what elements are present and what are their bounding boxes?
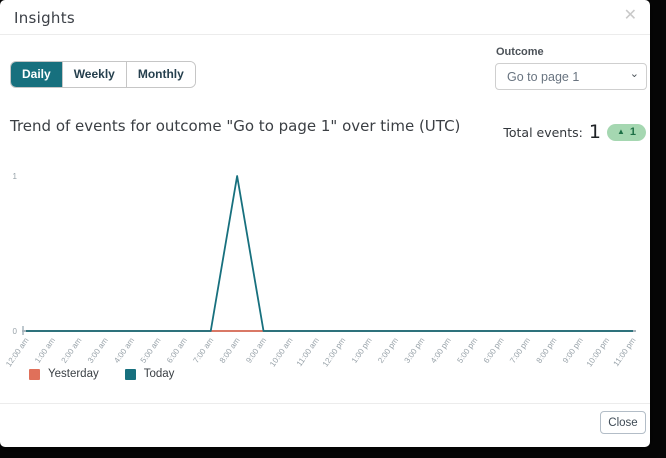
x-tick-label: 12:00 pm xyxy=(321,336,348,369)
today-swatch-icon xyxy=(124,368,136,380)
insights-modal: Insights ✕ Daily Weekly Monthly Outcome … xyxy=(0,0,650,447)
x-tick-label: 10:00 am xyxy=(268,336,295,369)
x-tick-label: 9:00 am xyxy=(244,336,268,365)
close-button[interactable]: Close xyxy=(600,411,646,434)
yesterday-swatch-icon xyxy=(29,368,40,380)
delta-value: 1 xyxy=(629,125,636,138)
x-tick-label: 5:00 am xyxy=(139,336,163,365)
x-tick-label: 8:00 am xyxy=(218,336,242,365)
x-tick-label: 10:00 pm xyxy=(585,336,612,369)
footer-divider xyxy=(0,403,650,404)
x-tick-label: 6:00 pm xyxy=(482,336,506,365)
chart-title: Trend of events for outcome "Go to page … xyxy=(10,117,461,135)
chart-legend: Yesterday Today xyxy=(29,368,174,380)
y-tick-label: 0 xyxy=(13,327,18,336)
tab-daily[interactable]: Daily xyxy=(11,62,62,87)
outcome-label: Outcome xyxy=(496,46,544,58)
legend-item-yesterday: Yesterday xyxy=(29,368,99,380)
x-tick-label: 2:00 pm xyxy=(376,336,400,365)
x-tick-label: 4:00 pm xyxy=(429,336,453,365)
x-tick-label: 2:00 am xyxy=(59,336,83,365)
arrow-up-icon: ▲ xyxy=(616,127,625,136)
x-tick-label: 8:00 pm xyxy=(535,336,559,365)
x-tick-label: 11:00 am xyxy=(295,336,321,368)
total-events-value: 1 xyxy=(588,121,601,143)
legend-label: Yesterday xyxy=(48,368,99,380)
legend-item-today: Today xyxy=(124,368,175,380)
x-tick-label: 7:00 am xyxy=(191,336,215,365)
x-tick-label: 12:00 am xyxy=(4,336,31,369)
today-line xyxy=(26,175,633,332)
x-tick-label: 9:00 pm xyxy=(561,336,585,365)
delta-badge: ▲ 1 xyxy=(606,123,646,141)
x-tick-label: 3:00 am xyxy=(86,336,110,365)
tab-weekly[interactable]: Weekly xyxy=(61,62,126,87)
close-icon[interactable]: ✕ xyxy=(623,7,637,24)
y-tick-label: 1 xyxy=(13,172,18,181)
trend-chart: 0 1 12:00 am 1:00 am 2:00 am 3:00 am 4:00 am 5:… xyxy=(0,155,650,390)
x-tick-label: 4:00 am xyxy=(112,336,136,365)
x-tick-label: 5:00 pm xyxy=(455,336,479,365)
outcome-select-wrap: Go to page 1 ⌄ xyxy=(495,63,647,90)
outcome-select[interactable]: Go to page 1 xyxy=(495,63,647,90)
tab-monthly[interactable]: Monthly xyxy=(125,62,195,87)
total-events-label: Total events: xyxy=(503,124,583,140)
period-tab-group: Daily Weekly Monthly xyxy=(10,61,196,88)
x-tick-label: 6:00 am xyxy=(165,336,189,365)
legend-label: Today xyxy=(143,368,175,380)
x-tick-label: 1:00 am xyxy=(33,336,57,365)
x-tick-label: 3:00 pm xyxy=(403,336,427,365)
header-divider xyxy=(0,34,650,35)
x-tick-label: 7:00 pm xyxy=(508,336,532,365)
x-tick-label: 1:00 pm xyxy=(350,336,374,365)
modal-title: Insights xyxy=(14,9,76,27)
x-tick-label: 11:00 pm xyxy=(611,336,637,368)
total-events: Total events: 1 ▲ 1 xyxy=(503,121,646,143)
